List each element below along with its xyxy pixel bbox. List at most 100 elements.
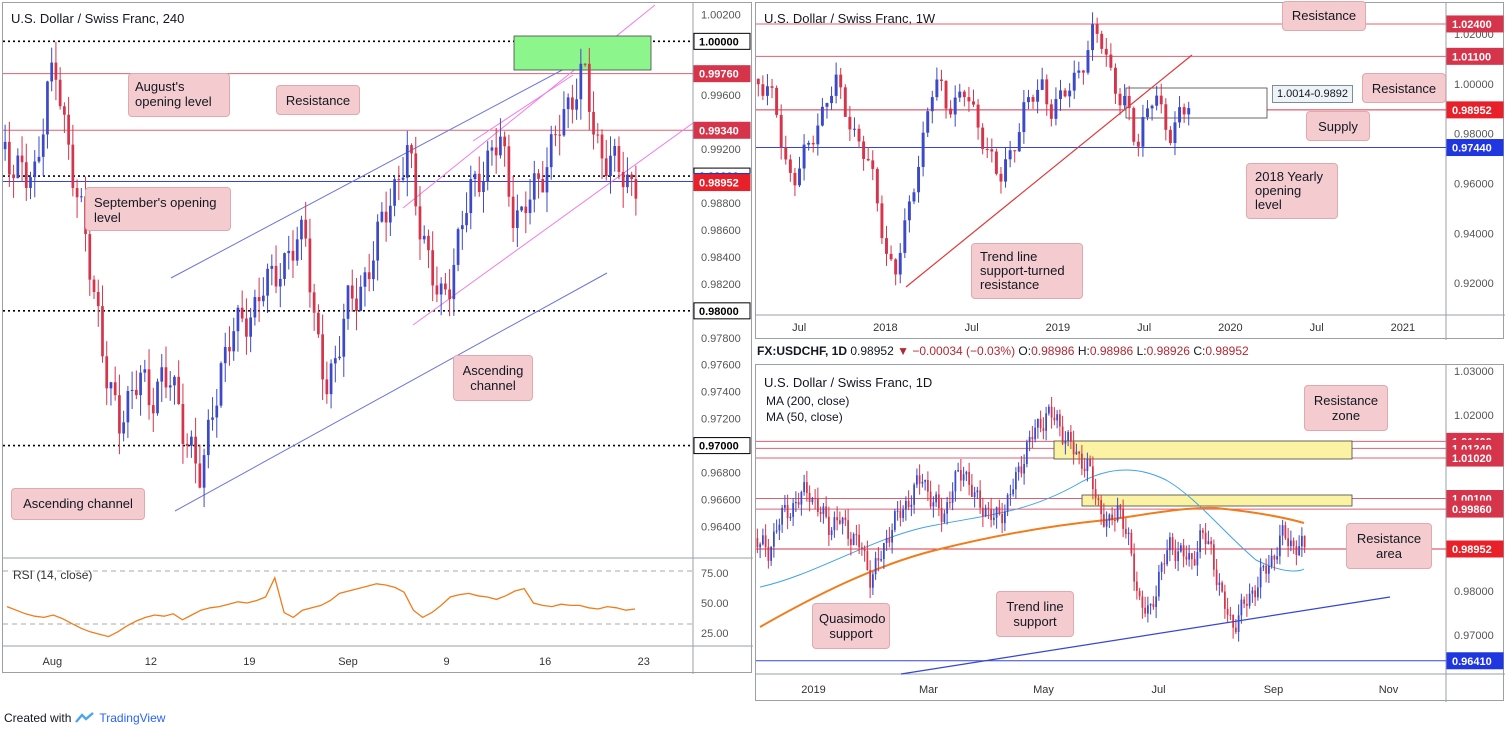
candle-body — [1004, 159, 1008, 182]
candle-body — [613, 146, 617, 156]
candle-body — [930, 97, 934, 112]
price-label-box — [693, 32, 751, 50]
candle-body — [907, 201, 911, 221]
candle-body — [67, 114, 70, 145]
candle-body — [959, 470, 962, 481]
y-tick-label: 0.97800 — [701, 333, 741, 345]
note-resistance-c: Resistance — [1362, 73, 1446, 103]
candle-body — [232, 331, 236, 352]
candle-body — [1155, 596, 1158, 607]
candle-body — [1013, 150, 1017, 152]
candle-body — [1045, 79, 1049, 105]
tradingview-brand[interactable]: TradingView — [99, 711, 166, 725]
candle-body — [1063, 90, 1067, 97]
candle-body — [253, 297, 257, 318]
candle-body — [287, 250, 291, 254]
candle-body — [109, 382, 113, 389]
candle-body — [1215, 569, 1218, 585]
candle-body — [1100, 33, 1104, 49]
supply-zone-green — [513, 35, 652, 71]
chart-1d-svg[interactable]: U.S. Dollar / Swiss Franc, 1D MA (200, c… — [756, 365, 1505, 702]
candle-body — [1212, 544, 1215, 570]
candle-body — [469, 179, 473, 214]
candle-body — [439, 283, 443, 295]
candle-body — [973, 492, 976, 497]
y-tick-label: 0.96800 — [701, 468, 741, 480]
candle-body — [761, 535, 764, 545]
candle-body — [499, 136, 502, 156]
chart-panel-1w[interactable]: U.S. Dollar / Swiss Franc, 1W 1.02000 1.0… — [755, 1, 1505, 340]
candle-body — [617, 146, 621, 172]
candle-body — [562, 109, 566, 136]
candle-body — [819, 511, 822, 514]
price-label-box — [1446, 101, 1504, 119]
candle-body — [985, 149, 989, 151]
price-label-box — [1446, 139, 1504, 157]
supply-zone — [1125, 87, 1268, 119]
candle-body — [507, 146, 511, 197]
price-label: 0.98952 — [699, 178, 739, 190]
candle-body — [1036, 89, 1040, 102]
candle-body — [951, 491, 954, 503]
resistance-zone-yellow — [1053, 440, 1353, 460]
candle-body — [50, 62, 54, 82]
candle-body — [1116, 505, 1119, 521]
note-res-zone: Resistance zone — [1304, 385, 1388, 431]
candle-body — [156, 381, 159, 414]
candle-body — [1221, 582, 1224, 592]
candle-body — [236, 307, 240, 332]
candle-body — [592, 111, 595, 135]
candle-body — [1185, 556, 1188, 560]
candle-body — [24, 162, 28, 188]
candle-body — [575, 99, 578, 110]
chart-panel-1d[interactable]: U.S. Dollar / Swiss Franc, 1D MA (200, c… — [755, 364, 1505, 702]
candle-body — [822, 506, 825, 514]
candle-body — [545, 167, 549, 193]
candle-body — [1201, 530, 1204, 533]
candle-body — [1179, 545, 1182, 552]
y-tick-label: 0.96000 — [1454, 178, 1494, 190]
candle-body — [194, 436, 197, 464]
candle-body — [139, 372, 142, 396]
candle-body — [820, 106, 824, 126]
y-tick-label: 0.96400 — [701, 521, 741, 533]
candle-body — [1152, 603, 1155, 607]
candle-body — [435, 285, 439, 295]
candle-body — [987, 507, 990, 509]
note-resistance-b: Resistance — [1282, 1, 1366, 31]
candle-body — [786, 504, 789, 519]
candle-body — [126, 391, 130, 423]
y-tick-label: 1.03000 — [1454, 366, 1494, 378]
y-tick-label: 0.97200 — [701, 414, 741, 426]
candle-body — [1053, 417, 1056, 421]
candle-body — [825, 103, 829, 107]
price-label-box — [693, 174, 751, 192]
candle-body — [329, 363, 333, 395]
candle-body — [1256, 587, 1259, 598]
chart-4h-svg[interactable]: U.S. Dollar / Swiss Franc, 240 RSI (14, … — [3, 3, 753, 674]
candle-body — [245, 318, 248, 337]
candle-body — [1034, 427, 1037, 440]
candle-body — [359, 286, 363, 311]
candle-body — [877, 558, 880, 561]
candle-body — [96, 292, 100, 307]
candle-body — [63, 106, 66, 115]
candle-body — [869, 570, 872, 588]
candle-body — [422, 235, 426, 240]
candle-body — [79, 196, 83, 198]
x-tick-label: Jul — [1151, 684, 1165, 696]
candle-body — [843, 87, 847, 117]
supply-range-label: 1.0014-0.9892 — [1272, 85, 1353, 103]
chart-panel-4h[interactable]: U.S. Dollar / Swiss Franc, 240 RSI (14, … — [2, 2, 753, 674]
candle-body — [1168, 129, 1172, 144]
candle-body — [566, 97, 570, 110]
candle-body — [929, 491, 932, 507]
candle-body — [830, 95, 834, 104]
x-tick-label: Aug — [42, 656, 62, 668]
candle-body — [1068, 90, 1072, 97]
candle-body — [1245, 603, 1248, 606]
chart-1w-svg[interactable]: U.S. Dollar / Swiss Franc, 1W 1.020001.0… — [756, 3, 1505, 340]
candle-body — [431, 250, 435, 286]
x-tick-label: 2020 — [1218, 322, 1242, 334]
candle-body — [257, 297, 261, 302]
